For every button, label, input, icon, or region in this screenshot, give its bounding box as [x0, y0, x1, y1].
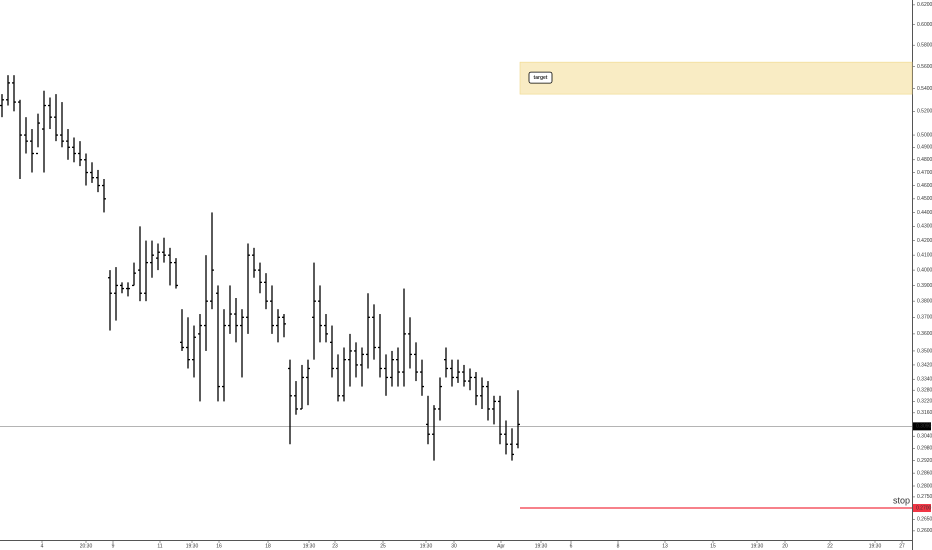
- y-tick-label: 0.5000: [917, 132, 932, 138]
- y-tick-label: 0.3800: [917, 298, 932, 304]
- x-tick-label: 22: [827, 543, 833, 549]
- x-tick-label: 16: [216, 543, 222, 549]
- y-tick-label: 0.5800: [917, 43, 932, 49]
- x-tick-label: 18: [265, 543, 271, 549]
- y-tick-label: 0.5200: [917, 109, 932, 115]
- y-tick-label: 0.5600: [917, 64, 932, 70]
- y-tick-label: 0.4800: [917, 157, 932, 163]
- y-tick-label: 0.3220: [917, 399, 932, 405]
- y-tick-label: 0.4400: [917, 210, 932, 216]
- y-tick-label: 0.3420: [917, 362, 932, 368]
- y-tick-label: 0.4200: [917, 238, 932, 244]
- y-tick-label: 0.3700: [917, 315, 932, 321]
- x-tick-label: 6: [570, 543, 573, 549]
- x-tick-label: 19:30: [535, 543, 548, 549]
- y-tick-label: 0.2980: [917, 446, 932, 452]
- y-tick-label: 0.3600: [917, 331, 932, 337]
- y-tick-label: 0.2750: [917, 494, 932, 500]
- x-tick-label: 25: [380, 543, 386, 549]
- target-label: target: [534, 75, 548, 81]
- y-tick-label: 0.6000: [917, 22, 932, 28]
- y-tick-label: 0.3340: [917, 377, 932, 383]
- y-tick-label: 0.3500: [917, 348, 932, 354]
- x-tick-label: 19:30: [420, 543, 433, 549]
- y-tick-label: 0.3040: [917, 434, 932, 440]
- x-tick-label: 19:30: [751, 543, 764, 549]
- y-tick-label: 0.3280: [917, 388, 932, 394]
- x-tick-label: 15: [710, 543, 716, 549]
- y-tick-label: 0.6200: [917, 2, 932, 8]
- y-tick-label: 0.4000: [917, 267, 932, 273]
- y-tick-label: 0.4300: [917, 224, 932, 230]
- x-tick-label: 20:30: [80, 543, 93, 549]
- x-tick-label: 13: [662, 543, 668, 549]
- x-tick-label: 8: [617, 543, 620, 549]
- x-tick-label: 9: [112, 543, 115, 549]
- y-tick-label: 0.3900: [917, 283, 932, 289]
- x-tick-label: 19:30: [303, 543, 316, 549]
- last-price-box: [913, 422, 931, 431]
- x-tick-label: 30: [451, 543, 457, 549]
- x-tick-label: 4: [41, 543, 44, 549]
- y-tick-label: 0.4600: [917, 183, 932, 189]
- y-tick-label: 0.4700: [917, 170, 932, 176]
- y-tick-label: 0.2600: [917, 528, 932, 534]
- y-tick-label: 0.3160: [917, 410, 932, 416]
- stop-box: [913, 504, 931, 513]
- y-tick-label: 0.4100: [917, 253, 932, 259]
- x-tick-label: 19:30: [869, 543, 882, 549]
- x-tick-label: 19:30: [186, 543, 199, 549]
- y-tick-label: 0.2860: [917, 470, 932, 476]
- target-label-box: [528, 71, 553, 84]
- x-tick-label: 27: [899, 543, 905, 549]
- stop-label: stop: [893, 495, 910, 505]
- y-tick-label: 0.2920: [917, 458, 932, 464]
- x-tick-label: 23: [332, 543, 338, 549]
- y-tick-label: 0.2650: [917, 517, 932, 523]
- y-tick-label: 0.4500: [917, 196, 932, 202]
- x-tick-label: 11: [157, 543, 162, 549]
- x-tick-label: 20: [782, 543, 788, 549]
- stop-value-label: 0.2700: [916, 505, 932, 511]
- y-tick-label: 0.2800: [917, 483, 932, 489]
- target-zone: [519, 61, 913, 95]
- x-tick-label: Apr: [497, 543, 505, 549]
- last-price-label: 0.3090: [916, 424, 932, 430]
- y-tick-label: 0.4900: [917, 145, 932, 151]
- y-tick-label: 0.5400: [917, 86, 932, 92]
